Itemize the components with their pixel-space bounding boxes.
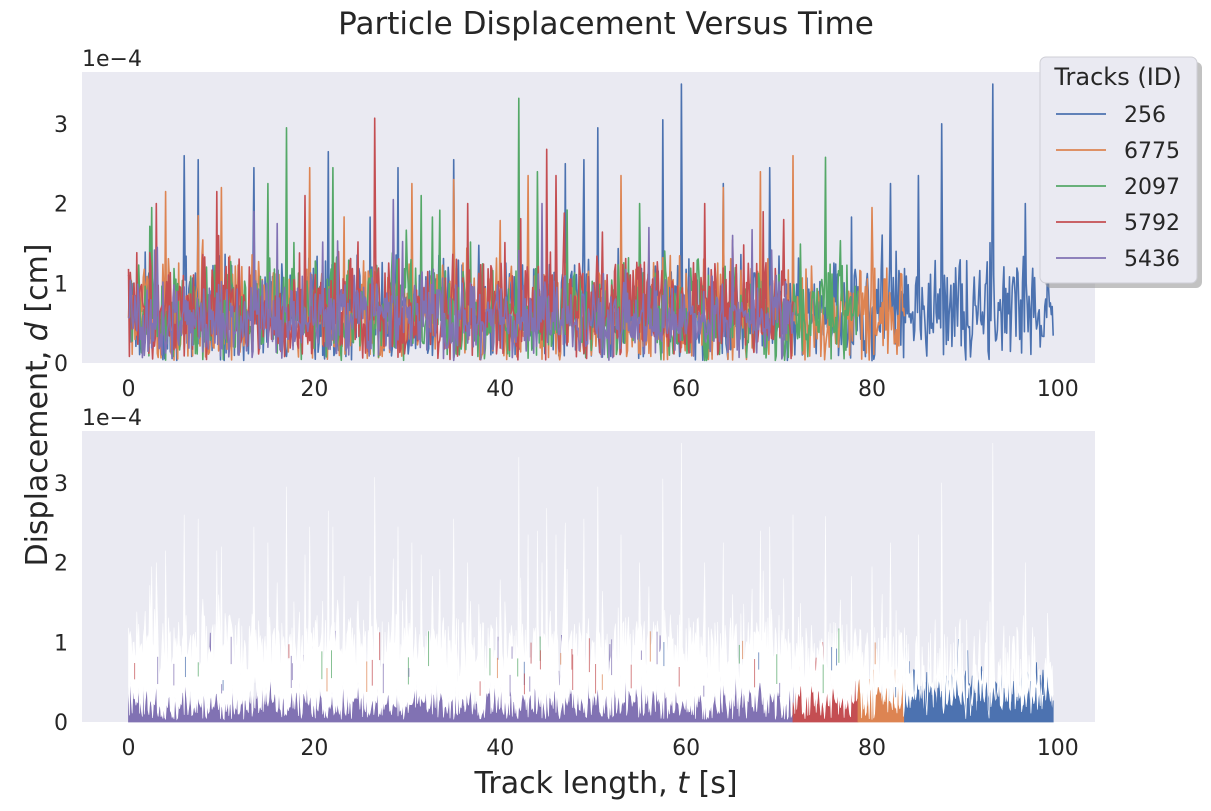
top-axes: 0 20 40 60 80 100 0 1 2 3 1e−4 <box>54 47 1095 402</box>
x-tick-label: 0 <box>121 736 135 761</box>
y-tick-label: 3 <box>54 113 68 138</box>
top-x-ticks: 0 20 40 60 80 100 <box>121 377 1078 402</box>
y-axis-label-unit: [cm] <box>20 243 55 322</box>
y-tick-label: 1 <box>54 631 68 656</box>
bottom-axes: 0 20 40 60 80 100 0 1 2 3 1e−4 <box>54 406 1095 761</box>
top-y-multiplier: 1e−4 <box>82 47 142 72</box>
x-tick-label: 20 <box>300 736 328 761</box>
x-tick-label: 80 <box>858 736 886 761</box>
y-axis-label: Displacement, d [cm] <box>20 243 55 566</box>
bottom-x-ticks: 0 20 40 60 80 100 <box>121 736 1078 761</box>
y-tick-label: 1 <box>54 272 68 297</box>
y-tick-label: 0 <box>54 711 68 736</box>
legend-label-2097: 2097 <box>1124 175 1180 200</box>
x-axis-label: Track length, t [s] <box>473 766 737 801</box>
x-axis-label-prefix: Track length, <box>473 766 677 801</box>
x-tick-label: 80 <box>858 377 886 402</box>
x-tick-label: 40 <box>486 377 514 402</box>
legend: Tracks (ID) 256 6775 2097 5792 5436 <box>1040 57 1202 288</box>
legend-label-6775: 6775 <box>1124 139 1180 164</box>
x-tick-label: 60 <box>672 736 700 761</box>
legend-title: Tracks (ID) <box>1053 63 1181 91</box>
legend-label-256: 256 <box>1124 103 1166 128</box>
y-tick-label: 0 <box>54 352 68 377</box>
chart-title: Particle Displacement Versus Time <box>338 6 874 42</box>
bottom-y-multiplier: 1e−4 <box>82 406 142 431</box>
x-tick-label: 100 <box>1037 377 1079 402</box>
legend-label-5436: 5436 <box>1124 247 1180 272</box>
top-y-ticks: 0 1 2 3 <box>54 113 68 377</box>
x-tick-label: 0 <box>121 377 135 402</box>
x-tick-label: 60 <box>672 377 700 402</box>
x-axis-label-unit: [s] <box>689 766 738 801</box>
x-tick-label: 20 <box>300 377 328 402</box>
legend-label-5792: 5792 <box>1124 211 1180 236</box>
y-axis-label-var: d <box>20 321 55 341</box>
y-tick-label: 2 <box>54 193 68 218</box>
y-axis-label-prefix: Displacement, <box>20 341 55 566</box>
bottom-y-ticks: 0 1 2 3 <box>54 472 68 736</box>
y-tick-label: 2 <box>54 552 68 577</box>
x-tick-label: 100 <box>1037 736 1079 761</box>
x-tick-label: 40 <box>486 736 514 761</box>
y-tick-label: 3 <box>54 472 68 497</box>
